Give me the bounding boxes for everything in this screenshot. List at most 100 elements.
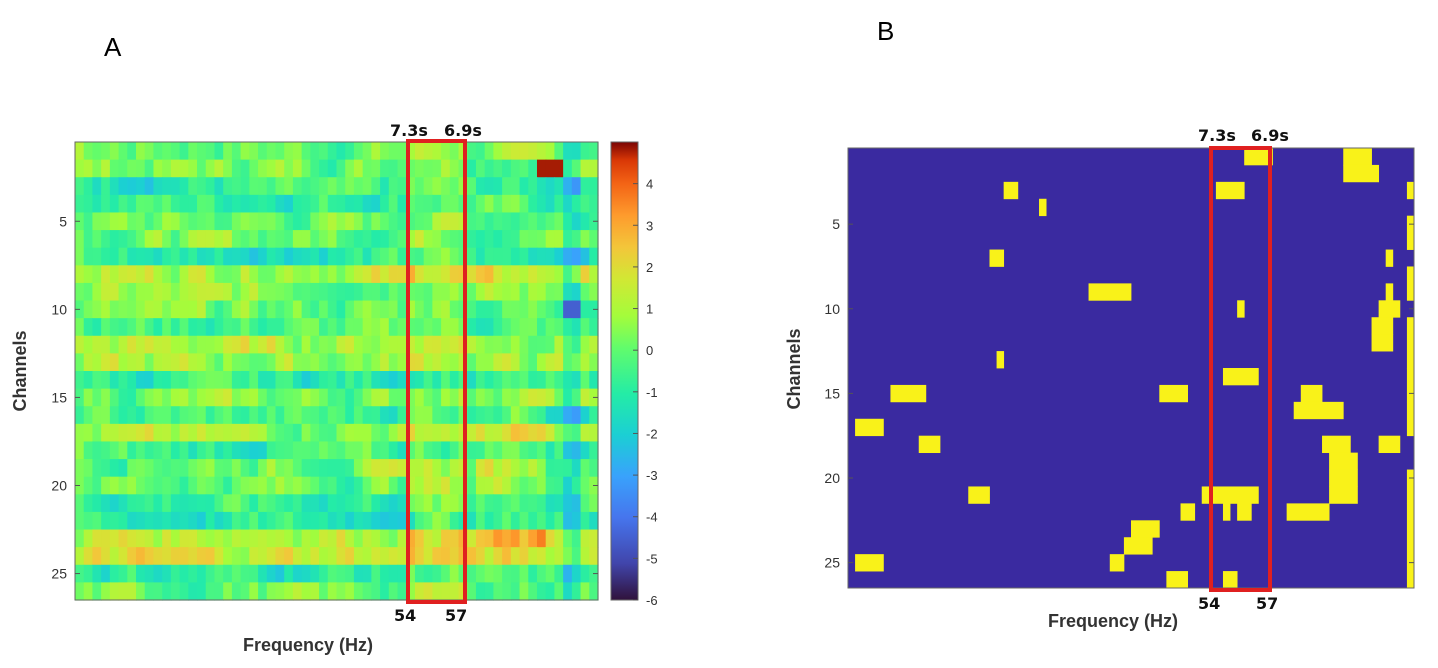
heatmap-a-cell xyxy=(223,318,233,337)
heatmap-a-cell xyxy=(502,529,512,548)
heatmap-a-cell xyxy=(118,142,128,161)
heatmap-a-cell xyxy=(205,441,216,460)
heatmap-a-cell xyxy=(240,564,250,583)
heatmap-a-cell xyxy=(327,547,338,566)
heatmap-a-cell xyxy=(414,371,425,390)
heatmap-a-cell xyxy=(205,265,216,284)
heatmap-a-cell xyxy=(362,388,372,407)
heatmap-a-cell xyxy=(144,142,155,161)
heatmap-a-cell xyxy=(467,318,477,337)
heatmap-a-cell xyxy=(83,142,94,161)
heatmap-a-cell xyxy=(214,582,224,601)
heatmap-a-cell xyxy=(101,494,111,513)
heatmap-a-cell xyxy=(545,564,556,583)
heatmap-a-cell xyxy=(414,564,425,583)
heatmap-a-cell xyxy=(475,511,486,531)
heatmap-a-cell xyxy=(292,230,303,249)
annotation-a-freq-2: 57 xyxy=(445,606,467,625)
heatmap-a-cell xyxy=(441,318,451,337)
heatmap-a-cell xyxy=(380,476,390,495)
heatmap-a-cell xyxy=(266,300,277,319)
heatmap-a-cell xyxy=(197,142,207,161)
heatmap-a-cell xyxy=(554,547,564,566)
heatmap-a-cell xyxy=(136,494,146,513)
heatmap-a-cell xyxy=(336,212,346,231)
heatmap-a-cell xyxy=(467,529,477,548)
heatmap-a-cell xyxy=(327,564,338,583)
heatmap-b-active-cell xyxy=(1215,181,1245,200)
heatmap-a-cell xyxy=(284,423,294,443)
heatmap-a-cell xyxy=(92,159,102,178)
heatmap-a-cell xyxy=(371,511,381,531)
heatmap-a-cell xyxy=(519,388,529,407)
heatmap-a-cell xyxy=(266,142,277,161)
heatmap-a-cell xyxy=(580,476,590,495)
heatmap-a-cell xyxy=(336,494,346,513)
heatmap-a-cell xyxy=(319,423,329,443)
heatmap-a-cell xyxy=(162,423,172,443)
heatmap-a-cell xyxy=(188,159,198,178)
heatmap-a-cell xyxy=(449,564,460,583)
heatmap-a-cell xyxy=(397,300,407,319)
heatmap-a-cell xyxy=(475,423,486,443)
heatmap-a-cell xyxy=(449,476,460,495)
heatmap-a-cell xyxy=(92,194,102,214)
heatmap-a-cell xyxy=(275,406,285,425)
heatmap-a-cell xyxy=(249,441,259,460)
heatmap-b-active-cell xyxy=(1406,368,1415,403)
heatmap-a-cell xyxy=(292,282,303,302)
heatmap-a-cell xyxy=(414,353,425,372)
heatmap-a-cell xyxy=(179,511,189,531)
heatmap-a-cell xyxy=(327,459,338,478)
heatmap-a-cell xyxy=(188,494,198,513)
heatmap-a-cell xyxy=(441,547,451,566)
heatmap-a-cell xyxy=(423,459,433,478)
heatmap-a-cell xyxy=(388,529,399,548)
heatmap-a-cell xyxy=(362,282,372,302)
heatmap-a-cell xyxy=(205,423,216,443)
heatmap-a-cell xyxy=(545,423,556,443)
heatmap-a-cell xyxy=(589,459,599,478)
heatmap-a-cell xyxy=(240,282,250,302)
heatmap-a-cell xyxy=(109,177,120,196)
heatmap-a-cell xyxy=(397,494,407,513)
heatmap-a-cell xyxy=(414,159,425,178)
heatmap-a-cell xyxy=(118,564,128,583)
heatmap-a-cell xyxy=(423,159,433,178)
heatmap-a-cell xyxy=(353,282,364,302)
heatmap-a-cell xyxy=(353,177,364,196)
heatmap-a-cell xyxy=(353,547,364,566)
heatmap-a-cell xyxy=(371,318,381,337)
heatmap-a-cell xyxy=(188,247,198,266)
heatmap-a-cell xyxy=(188,564,198,583)
heatmap-a-cell xyxy=(319,318,329,337)
heatmap-a-cell xyxy=(362,194,372,214)
heatmap-a-cell xyxy=(397,177,407,196)
heatmap-a-cell xyxy=(484,282,494,302)
heatmap-a-cell xyxy=(502,300,512,319)
heatmap-a-cell xyxy=(310,476,320,495)
heatmap-a-cell xyxy=(449,230,460,249)
heatmap-a-cell xyxy=(502,353,512,372)
heatmap-a-cell xyxy=(475,265,486,284)
heatmap-a-cell xyxy=(571,300,582,319)
heatmap-a-cell xyxy=(510,318,521,337)
heatmap-a-cell xyxy=(153,318,163,337)
heatmap-a-cell xyxy=(327,371,338,390)
heatmap-a-cell xyxy=(170,230,181,249)
heatmap-a-cell xyxy=(441,159,451,178)
heatmap-a-cell xyxy=(327,300,338,319)
heatmap-a-cell xyxy=(179,194,189,214)
heatmap-a-cell xyxy=(144,582,155,601)
heatmap-a-cell xyxy=(345,423,355,443)
heatmap-a-cell xyxy=(301,159,311,178)
y-axis-a-tick-label: 20 xyxy=(51,478,67,494)
heatmap-b-active-cell xyxy=(1237,300,1245,318)
heatmap-a-cell xyxy=(414,476,425,495)
heatmap-a-cell xyxy=(406,265,416,284)
heatmap-a-cell xyxy=(136,230,146,249)
heatmap-b-active-cell xyxy=(1131,520,1160,538)
heatmap-a-cell xyxy=(519,159,529,178)
colorbar-tick-label: -2 xyxy=(646,426,658,441)
heatmap-a-cell xyxy=(301,194,311,214)
